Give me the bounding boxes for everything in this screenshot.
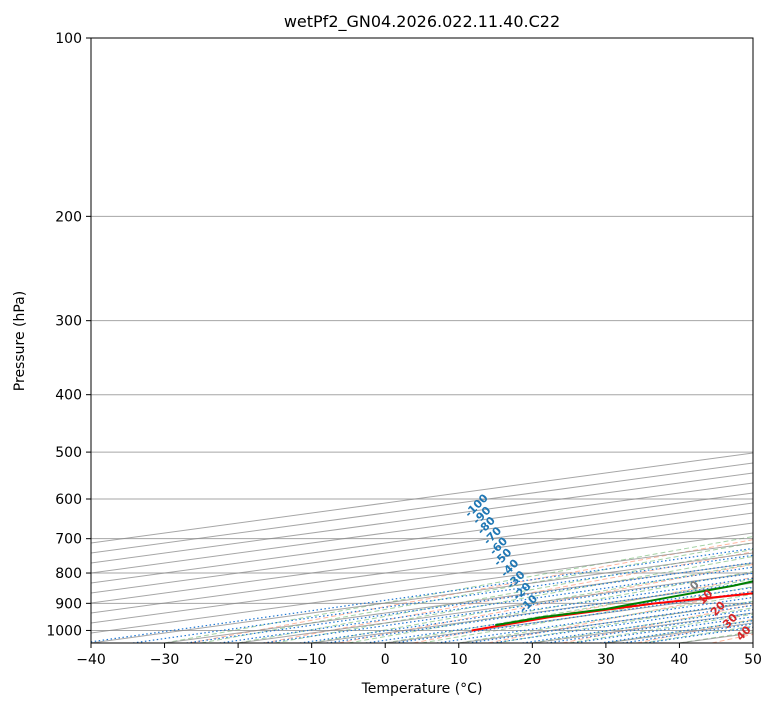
isotherm-line: [91, 452, 753, 544]
axis-layer: −40 −30 −20 −10 0 10 20 30 40 50 100 200 300 400 500 60…: [46, 31, 762, 668]
x-tick-label: −20: [223, 652, 253, 668]
x-tick-label: −30: [150, 652, 180, 668]
y-axis-label: Pressure (hPa): [12, 291, 28, 391]
y-tick-label: 500: [55, 445, 82, 461]
isotherm-line: [91, 502, 753, 594]
y-tick-label: 1000: [46, 623, 82, 639]
x-tick-label: 10: [450, 652, 468, 668]
x-tick-label: −10: [297, 652, 327, 668]
x-tick-label: 40: [671, 652, 689, 668]
moist-adiabat-line: [458, 593, 753, 643]
y-tick-label: 100: [55, 31, 82, 47]
x-tick-label: 30: [597, 652, 615, 668]
mixing-ratio-line: [467, 601, 753, 643]
isotherm-line: [91, 462, 753, 554]
chart-title: wetPf2_GN04.2026.022.11.40.C22: [284, 12, 560, 32]
isotherm-line: [91, 512, 753, 604]
plot-frame: [90, 37, 754, 644]
dry-adiabat-line: [264, 551, 753, 643]
mixing-ratio-line: [492, 604, 753, 643]
y-tick-label: 300: [55, 314, 82, 330]
moist-adiabat-line: [311, 563, 753, 643]
dry-adiabat-label: 40: [734, 623, 754, 643]
y-tick-label: 400: [55, 388, 82, 404]
isotherm-line: [91, 532, 753, 624]
isotherm-line: [91, 522, 753, 614]
x-tick-label: −40: [76, 652, 106, 668]
isotherm-line: [91, 492, 753, 584]
moist-adiabat-line: [274, 555, 753, 643]
y-tick-label: 800: [55, 566, 82, 582]
y-tick-label: 200: [55, 209, 82, 225]
grid-layer: [91, 38, 753, 643]
mixing-ratio-line: [186, 562, 753, 643]
y-tick-label: 600: [55, 492, 82, 508]
x-tick-label: 20: [523, 652, 541, 668]
mixing-ratio-line: [394, 590, 753, 643]
y-tick-label: 900: [55, 596, 82, 612]
x-tick-label: 0: [381, 652, 390, 668]
dry-adiabat-line: [487, 590, 753, 643]
moist-adiabat-line: [238, 548, 753, 643]
moist-adiabat-line: [164, 535, 753, 643]
y-tick-label: 700: [55, 532, 82, 548]
isotherm-line: [91, 472, 753, 564]
mixing-ratio-line: [436, 596, 753, 643]
isotherm-line: [91, 482, 753, 574]
mixing-ratio-line: [91, 547, 753, 643]
x-tick-label: 50: [744, 652, 762, 668]
x-axis-label: Temperature (°C): [361, 681, 483, 697]
